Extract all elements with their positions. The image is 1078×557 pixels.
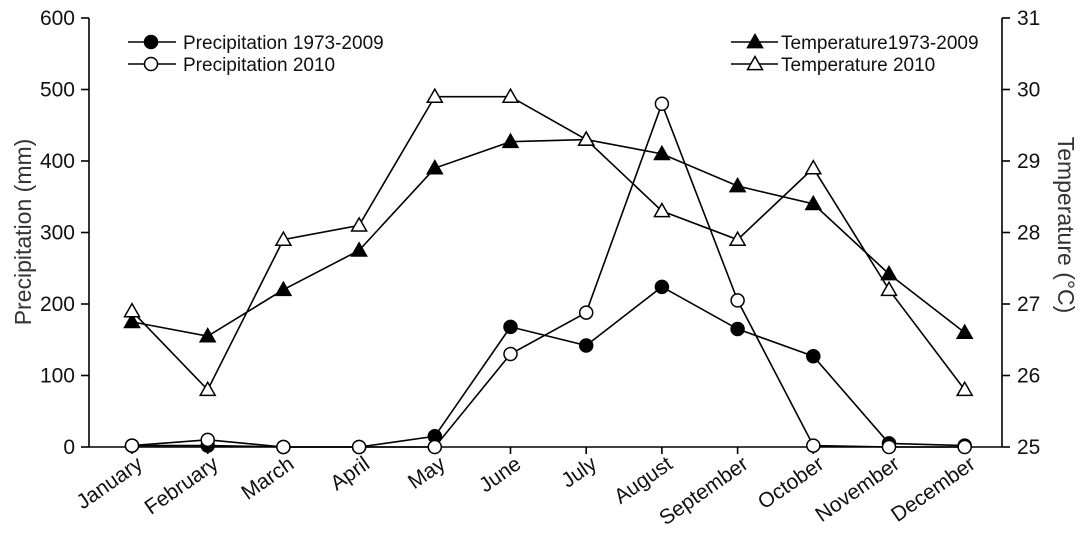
series-line	[131, 138, 966, 338]
data-point	[728, 177, 747, 193]
series-temperature1973-2009	[123, 130, 974, 343]
left-tick-label: 300	[40, 222, 75, 245]
data-point	[653, 202, 671, 218]
data-point	[880, 264, 898, 281]
legend-label: Precipitation 1973-2009	[183, 33, 384, 54]
x-tick-label: June	[475, 452, 526, 497]
data-point	[503, 346, 518, 362]
series-precipitation-2010	[124, 96, 972, 455]
data-point	[955, 380, 974, 397]
data-point	[806, 348, 821, 364]
series-line	[131, 95, 966, 392]
legend-label: Precipitation 2010	[183, 55, 335, 76]
left-tick-label: 500	[40, 79, 75, 102]
right-tick-label: 28	[1017, 222, 1040, 245]
x-tick-label: April	[326, 452, 374, 495]
right-tick-label: 26	[1017, 365, 1040, 388]
series-temperature-2010	[123, 87, 974, 397]
data-point	[806, 438, 821, 453]
plot-frame	[88, 18, 1003, 448]
data-point	[274, 230, 293, 247]
data-point	[123, 302, 141, 318]
data-point	[578, 338, 594, 353]
data-point	[503, 319, 518, 335]
legend-label: Temperature 2010	[781, 55, 935, 76]
data-point	[198, 380, 217, 397]
data-point	[653, 144, 671, 161]
left-tick-label: 600	[40, 7, 75, 30]
series-line	[132, 285, 965, 448]
right-y-axis-title: Temperature (°C)	[1053, 137, 1078, 314]
right-tick-label: 31	[1017, 7, 1040, 30]
left-tick-label: 200	[40, 293, 75, 316]
data-point	[654, 96, 670, 112]
left-tick-label: 400	[40, 150, 75, 173]
data-point	[654, 279, 670, 295]
legend-marker	[143, 34, 159, 50]
data-point	[578, 305, 594, 320]
data-point	[426, 159, 444, 175]
right-tick-label: 27	[1017, 293, 1040, 316]
data-point	[804, 159, 823, 175]
x-tick-label: December	[887, 452, 980, 526]
x-tick-label: January	[72, 452, 147, 514]
left-y-axis-title: Precipitation (mm)	[10, 139, 36, 326]
data-point	[350, 216, 368, 232]
data-point	[957, 439, 972, 455]
data-point	[728, 230, 747, 247]
legend-marker	[143, 56, 159, 72]
legend-marker	[746, 54, 764, 71]
data-point	[880, 280, 898, 297]
data-point	[501, 87, 520, 104]
data-point	[198, 327, 217, 343]
x-tick-label: March	[237, 452, 298, 504]
data-point	[955, 323, 974, 339]
left-tick-label: 100	[40, 365, 75, 388]
series-precipitation-1973-2009	[124, 279, 972, 455]
data-point	[200, 432, 215, 448]
x-tick-label: November	[811, 452, 904, 526]
left-y-ticks: 0 100 200 300 400 500 600	[40, 7, 89, 459]
x-tick-label: August	[610, 452, 677, 508]
x-tick-label: July	[557, 452, 601, 493]
data-point	[276, 439, 291, 455]
series-line	[131, 101, 965, 448]
legend-marker	[746, 32, 764, 49]
right-tick-label: 29	[1017, 150, 1040, 173]
data-point	[730, 321, 745, 337]
data-point	[351, 439, 367, 455]
legend-label: Temperature1973-2009	[781, 33, 979, 54]
right-tick-label: 30	[1017, 79, 1040, 102]
data-point	[577, 130, 595, 146]
data-point	[274, 280, 293, 297]
left-tick-label: 0	[63, 436, 75, 459]
right-y-ticks: 25 26 27 28 29 30 31	[1002, 7, 1040, 459]
series-layer	[123, 87, 974, 455]
data-point	[123, 312, 141, 329]
x-tick-label: May	[404, 452, 450, 494]
data-point	[350, 241, 368, 257]
data-point	[426, 87, 444, 104]
data-point	[881, 439, 897, 455]
data-point	[427, 439, 443, 455]
data-point	[804, 194, 823, 211]
data-point	[124, 438, 140, 453]
data-point	[730, 293, 745, 308]
right-tick-label: 25	[1017, 436, 1040, 459]
x-tick-label: February	[141, 452, 223, 519]
data-point	[501, 132, 520, 149]
